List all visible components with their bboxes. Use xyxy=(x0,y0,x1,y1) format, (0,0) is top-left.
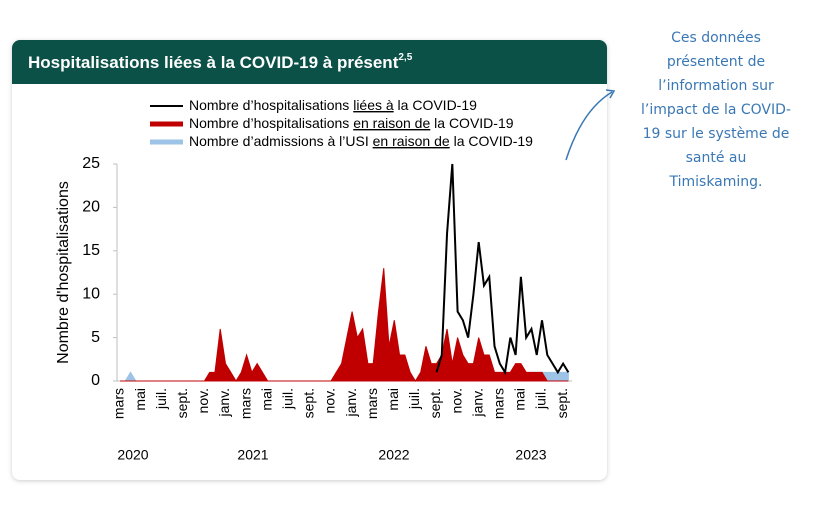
annotation-line: santé au xyxy=(686,150,747,166)
annotation-line: 19 sur le système de xyxy=(643,126,790,142)
x-tick-label: mai xyxy=(512,388,528,411)
annotation-arrow xyxy=(565,91,613,161)
y-tick-label: 5 xyxy=(91,329,100,346)
x-tick-label: mars xyxy=(237,388,253,419)
year-label: 2021 xyxy=(237,447,268,463)
y-tick-label: 0 xyxy=(91,372,100,389)
x-tick-label: mai xyxy=(258,388,274,411)
y-tick-label: 10 xyxy=(82,285,100,302)
x-tick-label: juil. xyxy=(406,388,422,410)
annotation-line: présentent de xyxy=(667,54,765,70)
x-tick-label: juil. xyxy=(280,388,296,410)
title-superscript: 2,5 xyxy=(398,52,412,63)
x-tick-label: juil. xyxy=(533,388,549,410)
legend-label-part: la COVID-19 xyxy=(394,97,477,113)
annotation-line: l’information sur xyxy=(658,78,774,94)
legend-label-part: en raison de xyxy=(353,115,430,131)
y-axis-label: Nombre d'hospitalisations xyxy=(55,181,72,364)
y-tick-label: 20 xyxy=(82,199,100,216)
y-tick-label: 25 xyxy=(82,155,100,172)
annotation-line: l’impact de la COVID- xyxy=(641,102,791,118)
x-tick-label: mars xyxy=(364,388,380,419)
legend-label-part: Nombre d’hospitalisations xyxy=(189,97,353,113)
x-tick-label: nov. xyxy=(322,388,338,413)
year-label: 2023 xyxy=(515,447,546,463)
legend-label-part: Nombre d’admissions à l’USI xyxy=(189,133,373,149)
x-tick-label: nov. xyxy=(195,388,211,413)
annotation-line: Ces données xyxy=(671,30,761,46)
y-tick-label: 15 xyxy=(82,242,100,259)
legend-label: Nombre d’admissions à l’USI en raison de… xyxy=(189,133,533,149)
x-tick-label: mai xyxy=(385,388,401,411)
x-tick-label: janv. xyxy=(469,388,485,418)
arrow-head xyxy=(605,89,616,99)
x-tick-label: sept. xyxy=(174,388,190,418)
line-series xyxy=(435,163,570,376)
year-label: 2022 xyxy=(378,447,409,463)
x-tick-label: nov. xyxy=(448,388,464,413)
legend-label-part: Nombre d’hospitalisations xyxy=(189,115,353,131)
x-tick-label: sept. xyxy=(301,388,317,418)
legend-label: Nombre d’hospitalisations liées à la COV… xyxy=(189,97,477,113)
legend-label-part: en raison de xyxy=(373,133,450,149)
card-header xyxy=(12,40,607,84)
x-tick-label: mars xyxy=(491,388,507,419)
area-series xyxy=(120,268,569,382)
legend-label: Nombre d’hospitalisations en raison de l… xyxy=(189,115,514,131)
x-tick-label: juil. xyxy=(153,388,169,410)
x-tick-label: mars xyxy=(111,388,127,419)
legend-label-part: la COVID-19 xyxy=(430,115,513,131)
x-tick-label: janv. xyxy=(343,388,359,418)
chart-title: Hospitalisations liées à la COVID-19 à p… xyxy=(28,52,413,73)
title-text: Hospitalisations liées à la COVID-19 à p… xyxy=(28,53,399,72)
legend-label-part: liées à xyxy=(353,97,394,113)
legend-label-part: la COVID-19 xyxy=(450,133,533,149)
x-tick-label: sept. xyxy=(427,388,443,418)
year-label: 2020 xyxy=(117,447,148,463)
annotation-line: Timiskaming. xyxy=(668,174,762,190)
x-tick-label: janv. xyxy=(216,388,232,418)
x-tick-label: sept. xyxy=(554,388,570,418)
x-tick-label: mai xyxy=(132,388,148,411)
